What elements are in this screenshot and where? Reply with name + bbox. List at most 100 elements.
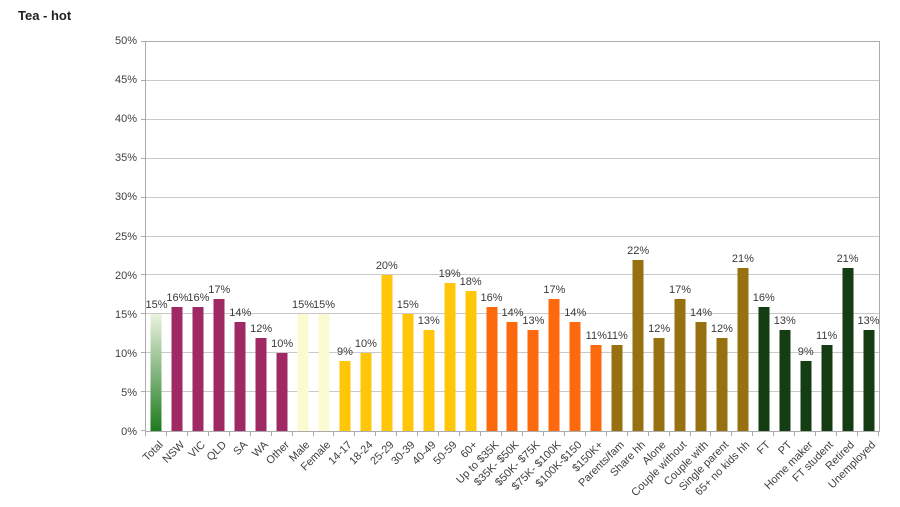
bar-slot: 10% <box>271 42 294 431</box>
y-tick-label: 30% <box>114 191 137 204</box>
bar-value-label: 16% <box>480 291 503 304</box>
bar-value-label: 16% <box>166 291 189 304</box>
bar-slot: 13% <box>418 42 440 431</box>
bar-value-label: 19% <box>438 268 461 281</box>
gridline <box>146 313 879 315</box>
bar-value-label: 14% <box>564 307 587 320</box>
bar-slot: 14% <box>501 42 524 431</box>
x-axis-tick <box>417 432 419 436</box>
x-axis-tick <box>815 432 817 436</box>
bar <box>779 329 791 431</box>
bar <box>842 267 854 431</box>
bar <box>255 337 267 431</box>
gridline <box>146 274 879 276</box>
x-tick-label: FT <box>755 439 774 457</box>
x-tick-label: 14-17 <box>326 439 355 468</box>
bar-slot: 15% <box>145 42 167 431</box>
bar <box>381 275 393 431</box>
x-tick-label: NSW <box>160 439 187 466</box>
bar-slot: 11% <box>586 42 607 431</box>
bar-value-label: 13% <box>857 314 880 327</box>
bar-slot: 11% <box>816 42 837 431</box>
x-axis-tick <box>731 432 733 436</box>
bar-value-label: 9% <box>337 345 353 358</box>
bar <box>863 329 875 431</box>
bar <box>632 259 644 431</box>
y-tick-label: 10% <box>114 347 137 360</box>
y-axis-tick <box>141 157 145 159</box>
bar <box>150 314 162 431</box>
bar-value-label: 12% <box>710 322 733 335</box>
bar-slot: 22% <box>627 42 650 431</box>
y-axis-tick <box>141 41 145 42</box>
y-axis-tick <box>141 235 145 237</box>
x-axis-tick <box>396 432 398 436</box>
bar-value-label: 21% <box>731 252 754 265</box>
bar <box>402 314 414 431</box>
gridline <box>146 79 879 81</box>
y-axis-tick <box>141 118 145 120</box>
bar-slot: 20% <box>376 42 398 431</box>
x-axis-tick <box>207 432 209 436</box>
bar-value-label: 11% <box>606 330 628 343</box>
bar-value-label: 14% <box>501 307 524 320</box>
x-axis-tick <box>459 432 461 436</box>
x-axis-tick <box>165 432 167 436</box>
bar <box>653 337 665 431</box>
y-tick-label: 5% <box>121 386 137 399</box>
x-axis-tick <box>647 432 649 436</box>
bar <box>423 329 435 431</box>
x-axis-tick <box>312 432 314 436</box>
bar-slot: 17% <box>669 42 691 431</box>
bar-value-label: 10% <box>271 338 294 351</box>
x-axis-tick <box>752 432 754 436</box>
bar <box>548 298 560 431</box>
bar-slot: 16% <box>187 42 209 431</box>
bar <box>737 267 749 431</box>
bar-value-label: 11% <box>585 330 607 343</box>
x-axis-tick <box>794 432 796 436</box>
bar <box>234 322 246 431</box>
x-axis-tick <box>689 432 691 436</box>
y-tick-label: 20% <box>114 269 137 282</box>
bar <box>192 306 204 431</box>
x-axis-tick <box>773 432 775 436</box>
bar-slot: 9% <box>334 42 355 431</box>
bar <box>695 322 707 431</box>
bar <box>569 322 581 431</box>
plot-area: 15% 16% 16% 17% 14% 12% 10% 15% 15% 9% 10% 20% 15% 13… <box>141 41 880 432</box>
bar-value-label: 17% <box>543 283 566 296</box>
y-axis-tick <box>141 196 145 198</box>
x-axis-labels: Total NSW VIC QLD SA WA Other Male Female 14-17 18… <box>141 432 880 507</box>
y-axis-tick <box>141 313 145 315</box>
bar-slot: 10% <box>355 42 377 431</box>
bar-value-label: 14% <box>229 307 252 320</box>
bar <box>758 306 770 431</box>
bar-value-label: 22% <box>627 244 650 257</box>
x-tick-label: QLD <box>204 439 229 464</box>
x-axis-tick <box>270 432 272 436</box>
bar-slot: 14% <box>690 42 712 431</box>
x-axis-tick <box>542 432 544 436</box>
bar <box>506 322 518 431</box>
y-tick-label: 40% <box>114 113 137 126</box>
bar-slot: 19% <box>438 42 461 431</box>
chart-title: Tea - hot <box>18 8 72 23</box>
x-tick-label: SA <box>230 439 250 458</box>
x-axis-tick <box>584 432 586 436</box>
y-axis-tick <box>141 274 145 276</box>
gridline <box>146 196 879 198</box>
y-axis-tick <box>141 79 145 81</box>
x-axis-tick <box>836 432 838 436</box>
bar-value-label: 15% <box>312 299 336 312</box>
x-axis-tick <box>145 432 146 436</box>
bar-value-label: 12% <box>648 322 671 335</box>
bar <box>821 345 833 431</box>
bar <box>590 345 602 431</box>
x-axis-tick <box>563 432 565 436</box>
bar-value-label: 12% <box>250 322 273 335</box>
bar <box>171 306 183 431</box>
bar-slot: 21% <box>731 42 754 431</box>
x-tick-label: Other <box>263 439 292 467</box>
bar-slot: 13% <box>857 42 880 431</box>
